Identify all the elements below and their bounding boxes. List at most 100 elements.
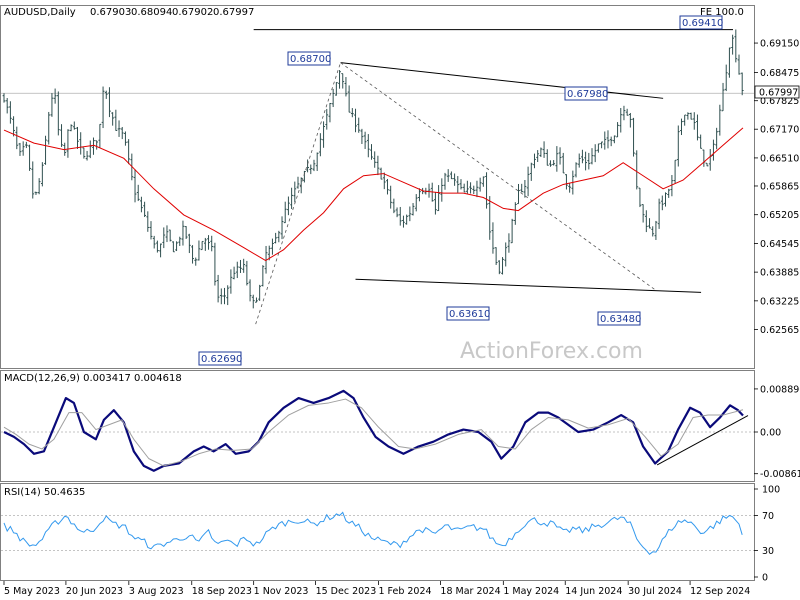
- ohlc-bar: [545, 149, 549, 166]
- ohlc-bar: [191, 245, 194, 264]
- x-tick-label: 14 Jun 2024: [565, 586, 622, 597]
- ohlc-bar: [673, 159, 677, 184]
- ohlc-bar: [229, 269, 233, 294]
- ohlc-bar: [104, 90, 108, 99]
- last-price-marker: 0.67997: [754, 85, 800, 99]
- ohlc-bar: [338, 70, 341, 89]
- ohlc-bar: [34, 191, 38, 195]
- ohlc-bar: [127, 139, 131, 165]
- ohlc-bar: [47, 111, 51, 145]
- ohlc-bar: [363, 131, 367, 149]
- ohlc-bar: [108, 87, 111, 118]
- ohlc-bar: [40, 162, 44, 187]
- rsi-content: [1, 511, 754, 555]
- trendline: [340, 62, 664, 99]
- x-tick-label: 3 Aug 2023: [129, 586, 184, 597]
- ohlc-bar: [667, 188, 671, 198]
- ohlc-bar: [555, 146, 559, 172]
- ohlc-bar: [462, 183, 466, 193]
- ohlc-bar: [398, 206, 402, 226]
- ohlc-bar: [494, 247, 498, 265]
- ohlc-bar: [171, 241, 175, 253]
- ohlc-bar: [718, 104, 722, 136]
- ohlc-bar: [737, 54, 741, 75]
- ohlc-bar: [469, 182, 472, 194]
- ohlc-bar: [596, 143, 600, 153]
- ohlc-bar: [414, 194, 418, 212]
- ohlc-bar: [481, 176, 485, 187]
- ohlc-bar: [133, 169, 137, 203]
- main-y-tick-label: 0.66510: [760, 153, 799, 164]
- ohlc-bar: [446, 169, 450, 182]
- ohlc-bar: [28, 144, 31, 171]
- ohlc-bar: [175, 241, 178, 252]
- ohlc-bar: [85, 150, 89, 161]
- ohlc-bar: [287, 196, 290, 216]
- ohlc-bar: [616, 122, 619, 138]
- ohlc-bar: [296, 176, 300, 189]
- ohlc-bar: [561, 152, 565, 174]
- main-y-tick-label: 0.67170: [760, 125, 799, 136]
- ohlc-bar: [53, 88, 57, 104]
- ohlc-bar: [366, 134, 370, 158]
- moving-average-line: [3, 127, 744, 262]
- ohlc-bar: [705, 162, 709, 167]
- ohlc-bar: [325, 108, 329, 130]
- ohlc-bar: [405, 214, 409, 225]
- ohlc-low: 0.67902: [172, 7, 213, 18]
- ohlc-bar: [117, 120, 121, 137]
- svg-text:0.67980: 0.67980: [567, 89, 608, 100]
- ohlc-bar: [98, 123, 102, 148]
- macd-line: [3, 389, 744, 472]
- ohlc-bar: [568, 183, 572, 193]
- ohlc-bar: [293, 181, 297, 203]
- ohlc-bar: [162, 227, 166, 249]
- rsi-y-tick-label: 0: [762, 573, 768, 584]
- ohlc-bar: [638, 187, 642, 208]
- ohlc-bar: [334, 82, 338, 96]
- ohlc-bar: [210, 235, 214, 252]
- ohlc-bar: [232, 266, 236, 280]
- macd-title: MACD(12,26,9) 0.003417 0.004618: [4, 373, 182, 384]
- svg-text:0.62690: 0.62690: [201, 354, 242, 365]
- ohlc-bar: [731, 34, 735, 55]
- ohlc-bar: [101, 86, 105, 129]
- macd-y-tick-label: 0.008896: [760, 384, 800, 395]
- ohlc-bar: [395, 207, 399, 218]
- ohlc-bar: [587, 152, 591, 170]
- ohlc-bar: [306, 159, 309, 173]
- label-oct-low: 0.62690: [198, 351, 242, 366]
- ohlc-bar: [622, 105, 626, 121]
- ohlc-bar: [686, 112, 690, 120]
- ohlc-close: 0.67997: [213, 7, 254, 18]
- ohlc-bar: [411, 203, 415, 216]
- ohlc-bar: [223, 287, 226, 305]
- ohlc-bar: [475, 180, 479, 198]
- signal-line: [3, 398, 744, 467]
- ohlc-bar: [92, 137, 95, 155]
- ohlc-bar: [472, 185, 476, 195]
- ohlc-bar: [574, 162, 578, 178]
- ohlc-bar: [590, 148, 594, 165]
- ohlc-bar: [520, 183, 524, 193]
- macd-trendline: [656, 415, 749, 466]
- ohlc-bar: [497, 260, 501, 275]
- ohlc-bar: [344, 77, 348, 97]
- ohlc-bar: [712, 139, 715, 161]
- ohlc-bar: [120, 126, 124, 140]
- ohlc-bar: [255, 297, 258, 303]
- ohlc-bar: [165, 225, 169, 243]
- ohlc-bar: [593, 144, 597, 163]
- ohlc-bar: [248, 279, 252, 302]
- main-y-tick-label: 0.65205: [760, 210, 799, 221]
- ohlc-bar: [612, 135, 616, 144]
- corner-label: FE 100.0: [700, 7, 744, 18]
- rsi-title: RSI(14) 50.4635: [4, 487, 85, 498]
- ohlc-bar: [347, 85, 351, 113]
- ohlc-bar: [721, 82, 725, 112]
- ohlc-bar: [600, 141, 603, 149]
- ohlc-bar: [207, 235, 210, 250]
- ohlc-bar: [24, 141, 28, 149]
- ohlc-bar: [31, 161, 35, 199]
- ohlc-bar: [12, 116, 15, 137]
